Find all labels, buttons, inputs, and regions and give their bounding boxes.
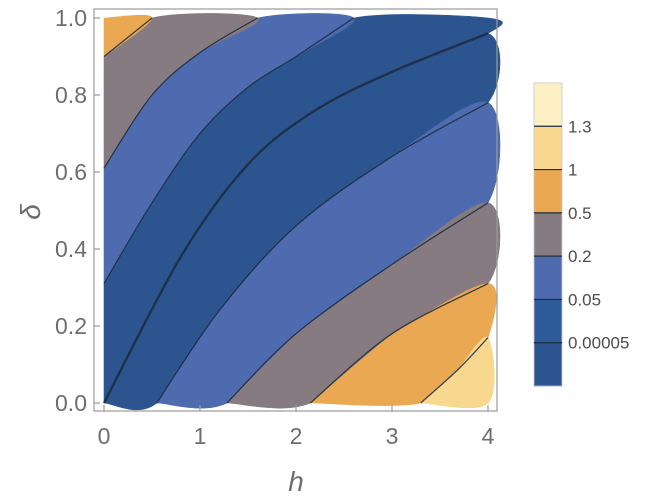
- y-tick-label-5: 1.0: [55, 5, 87, 31]
- x-tick-label-1: 1: [194, 423, 207, 449]
- contour-line-4: [226, 202, 489, 404]
- y-tick-label-1: 0.2: [55, 313, 87, 339]
- x-axis-title: h: [288, 466, 304, 497]
- legend-frame: [533, 82, 563, 387]
- legend-swatch-0: [534, 342, 562, 387]
- y-tick-label-4: 0.8: [55, 82, 87, 108]
- legend-swatch-5: [534, 126, 562, 171]
- contour-line-3: [103, 17, 258, 169]
- x-axis: 0 1 2 3 4: [98, 405, 495, 449]
- contour-line-6: [309, 283, 489, 404]
- x-tick-label-4: 4: [482, 423, 495, 449]
- legend-label-3: 0.5: [568, 204, 592, 223]
- contour-line-7: [420, 337, 489, 404]
- x-tick-label-0: 0: [98, 423, 111, 449]
- contour-lines: [102, 17, 489, 404]
- y-tick-label-2: 0.4: [55, 236, 87, 262]
- contour-line-5: [103, 17, 153, 58]
- contour-line-2: [156, 102, 489, 404]
- legend-label-4: 1: [568, 161, 577, 180]
- contour-line-1: [103, 17, 354, 284]
- legend-label-0: 0.00005: [568, 334, 629, 353]
- y-tick-label-0: 0.0: [55, 390, 87, 416]
- contour-region-8: [420, 336, 495, 409]
- y-axis: 0.0 0.2 0.4 0.6 0.8 1.0: [55, 5, 100, 416]
- legend-label-5: 1.3: [568, 117, 592, 136]
- x-tick-label-3: 3: [386, 423, 399, 449]
- color-legend: 0.00005 0.05 0.2 0.5 1 1.3: [533, 82, 629, 387]
- legend-label-2: 0.2: [568, 247, 592, 266]
- y-tick-label-3: 0.6: [55, 159, 87, 185]
- legend-swatch-2: [534, 256, 562, 300]
- y-axis-title: δ: [15, 204, 46, 220]
- legend-swatch-1: [534, 299, 562, 344]
- legend-swatch-4: [534, 169, 562, 214]
- contour-line-0: [102, 32, 489, 404]
- legend-swatch-3: [534, 212, 562, 257]
- legend-label-1: 0.05: [568, 290, 601, 309]
- x-tick-label-2: 2: [290, 423, 303, 449]
- legend-swatch-6: [534, 83, 562, 127]
- contour-regions: [103, 13, 503, 411]
